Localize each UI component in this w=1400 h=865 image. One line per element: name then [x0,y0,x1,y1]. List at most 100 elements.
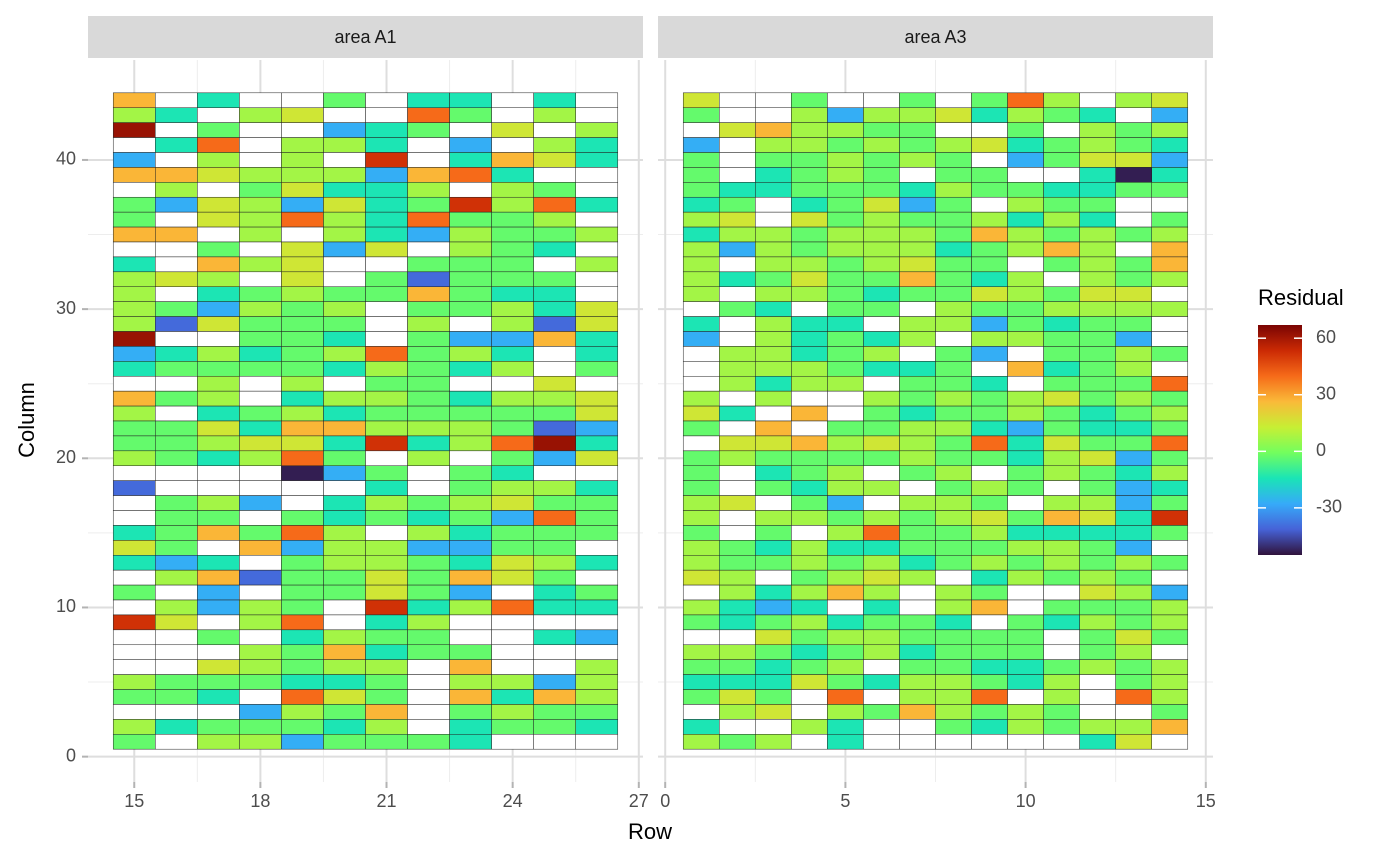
cell [281,629,324,646]
cell [827,555,864,571]
cell [1115,331,1152,347]
cell [1043,659,1080,675]
cell [827,107,864,123]
cell [827,465,864,481]
empty-cell [155,152,198,168]
cell [682,152,720,168]
cell [971,480,1008,496]
empty-cell [1115,107,1152,123]
empty-cell [575,734,619,750]
cell [863,271,900,287]
cell [575,495,619,511]
cell [1007,480,1044,496]
empty-cell [1151,196,1189,213]
cell [1151,301,1189,317]
cell [155,196,198,213]
cell [281,167,324,183]
cell [281,375,324,392]
cell [755,137,792,153]
cell [1151,614,1189,631]
cell [755,555,792,571]
empty-cell [155,122,198,138]
cell [323,569,366,586]
empty-cell [491,375,534,392]
cell [682,644,720,660]
cell [791,361,828,377]
cell [935,196,972,213]
cell [323,316,366,332]
cell [1079,734,1116,750]
cell [533,241,576,258]
cell [682,659,720,675]
empty-cell [112,629,156,646]
cell [935,555,972,571]
empty-cell [281,122,324,138]
cell [407,540,450,556]
cell [971,689,1008,705]
cell [449,137,492,153]
cell [755,465,792,481]
empty-cell [239,152,282,168]
cell [575,689,619,705]
cell [1115,167,1152,183]
cell [449,510,492,526]
cell [491,286,534,302]
cell [827,196,864,213]
empty-cell [239,465,282,481]
cell [791,629,828,646]
cell [575,674,619,690]
cell [575,196,619,213]
cell [281,211,324,228]
cell [197,167,240,183]
x-tick-label: 27 [629,791,649,811]
cell [1151,719,1189,735]
cell [863,122,900,138]
cell [863,196,900,213]
cell [1007,420,1044,437]
empty-cell [281,480,324,496]
cell [533,182,576,198]
cell [755,420,792,437]
cell [899,420,936,437]
cell [1043,719,1080,735]
cell [533,331,576,347]
cell [491,182,534,198]
cell [935,584,972,601]
cell [755,316,792,332]
empty-cell [112,465,156,481]
cell [755,480,792,496]
cell [575,435,619,452]
cell [755,226,792,243]
cell [1043,92,1080,108]
cell [197,569,240,586]
cell [281,555,324,571]
cell [449,495,492,511]
cell [827,122,864,138]
cell [575,480,619,496]
cell [791,107,828,123]
cell [491,271,534,287]
cell [755,122,792,138]
empty-cell [155,92,198,108]
empty-cell [1007,584,1044,601]
cell [155,674,198,690]
y-tick-label: 30 [56,298,76,318]
empty-cell [365,331,408,347]
cell [491,316,534,332]
empty-cell [112,704,156,720]
empty-cell [155,629,198,646]
cell [449,569,492,586]
cell [407,361,450,377]
cell [1007,644,1044,660]
cell [323,211,366,228]
empty-cell [112,659,156,675]
cell [1043,614,1080,631]
cell [365,584,408,601]
cell [112,152,156,168]
cell [575,137,619,153]
empty-cell [575,271,619,287]
empty-cell [155,465,198,481]
cell [1079,241,1116,258]
empty-cell [755,92,792,108]
cell [155,167,198,183]
